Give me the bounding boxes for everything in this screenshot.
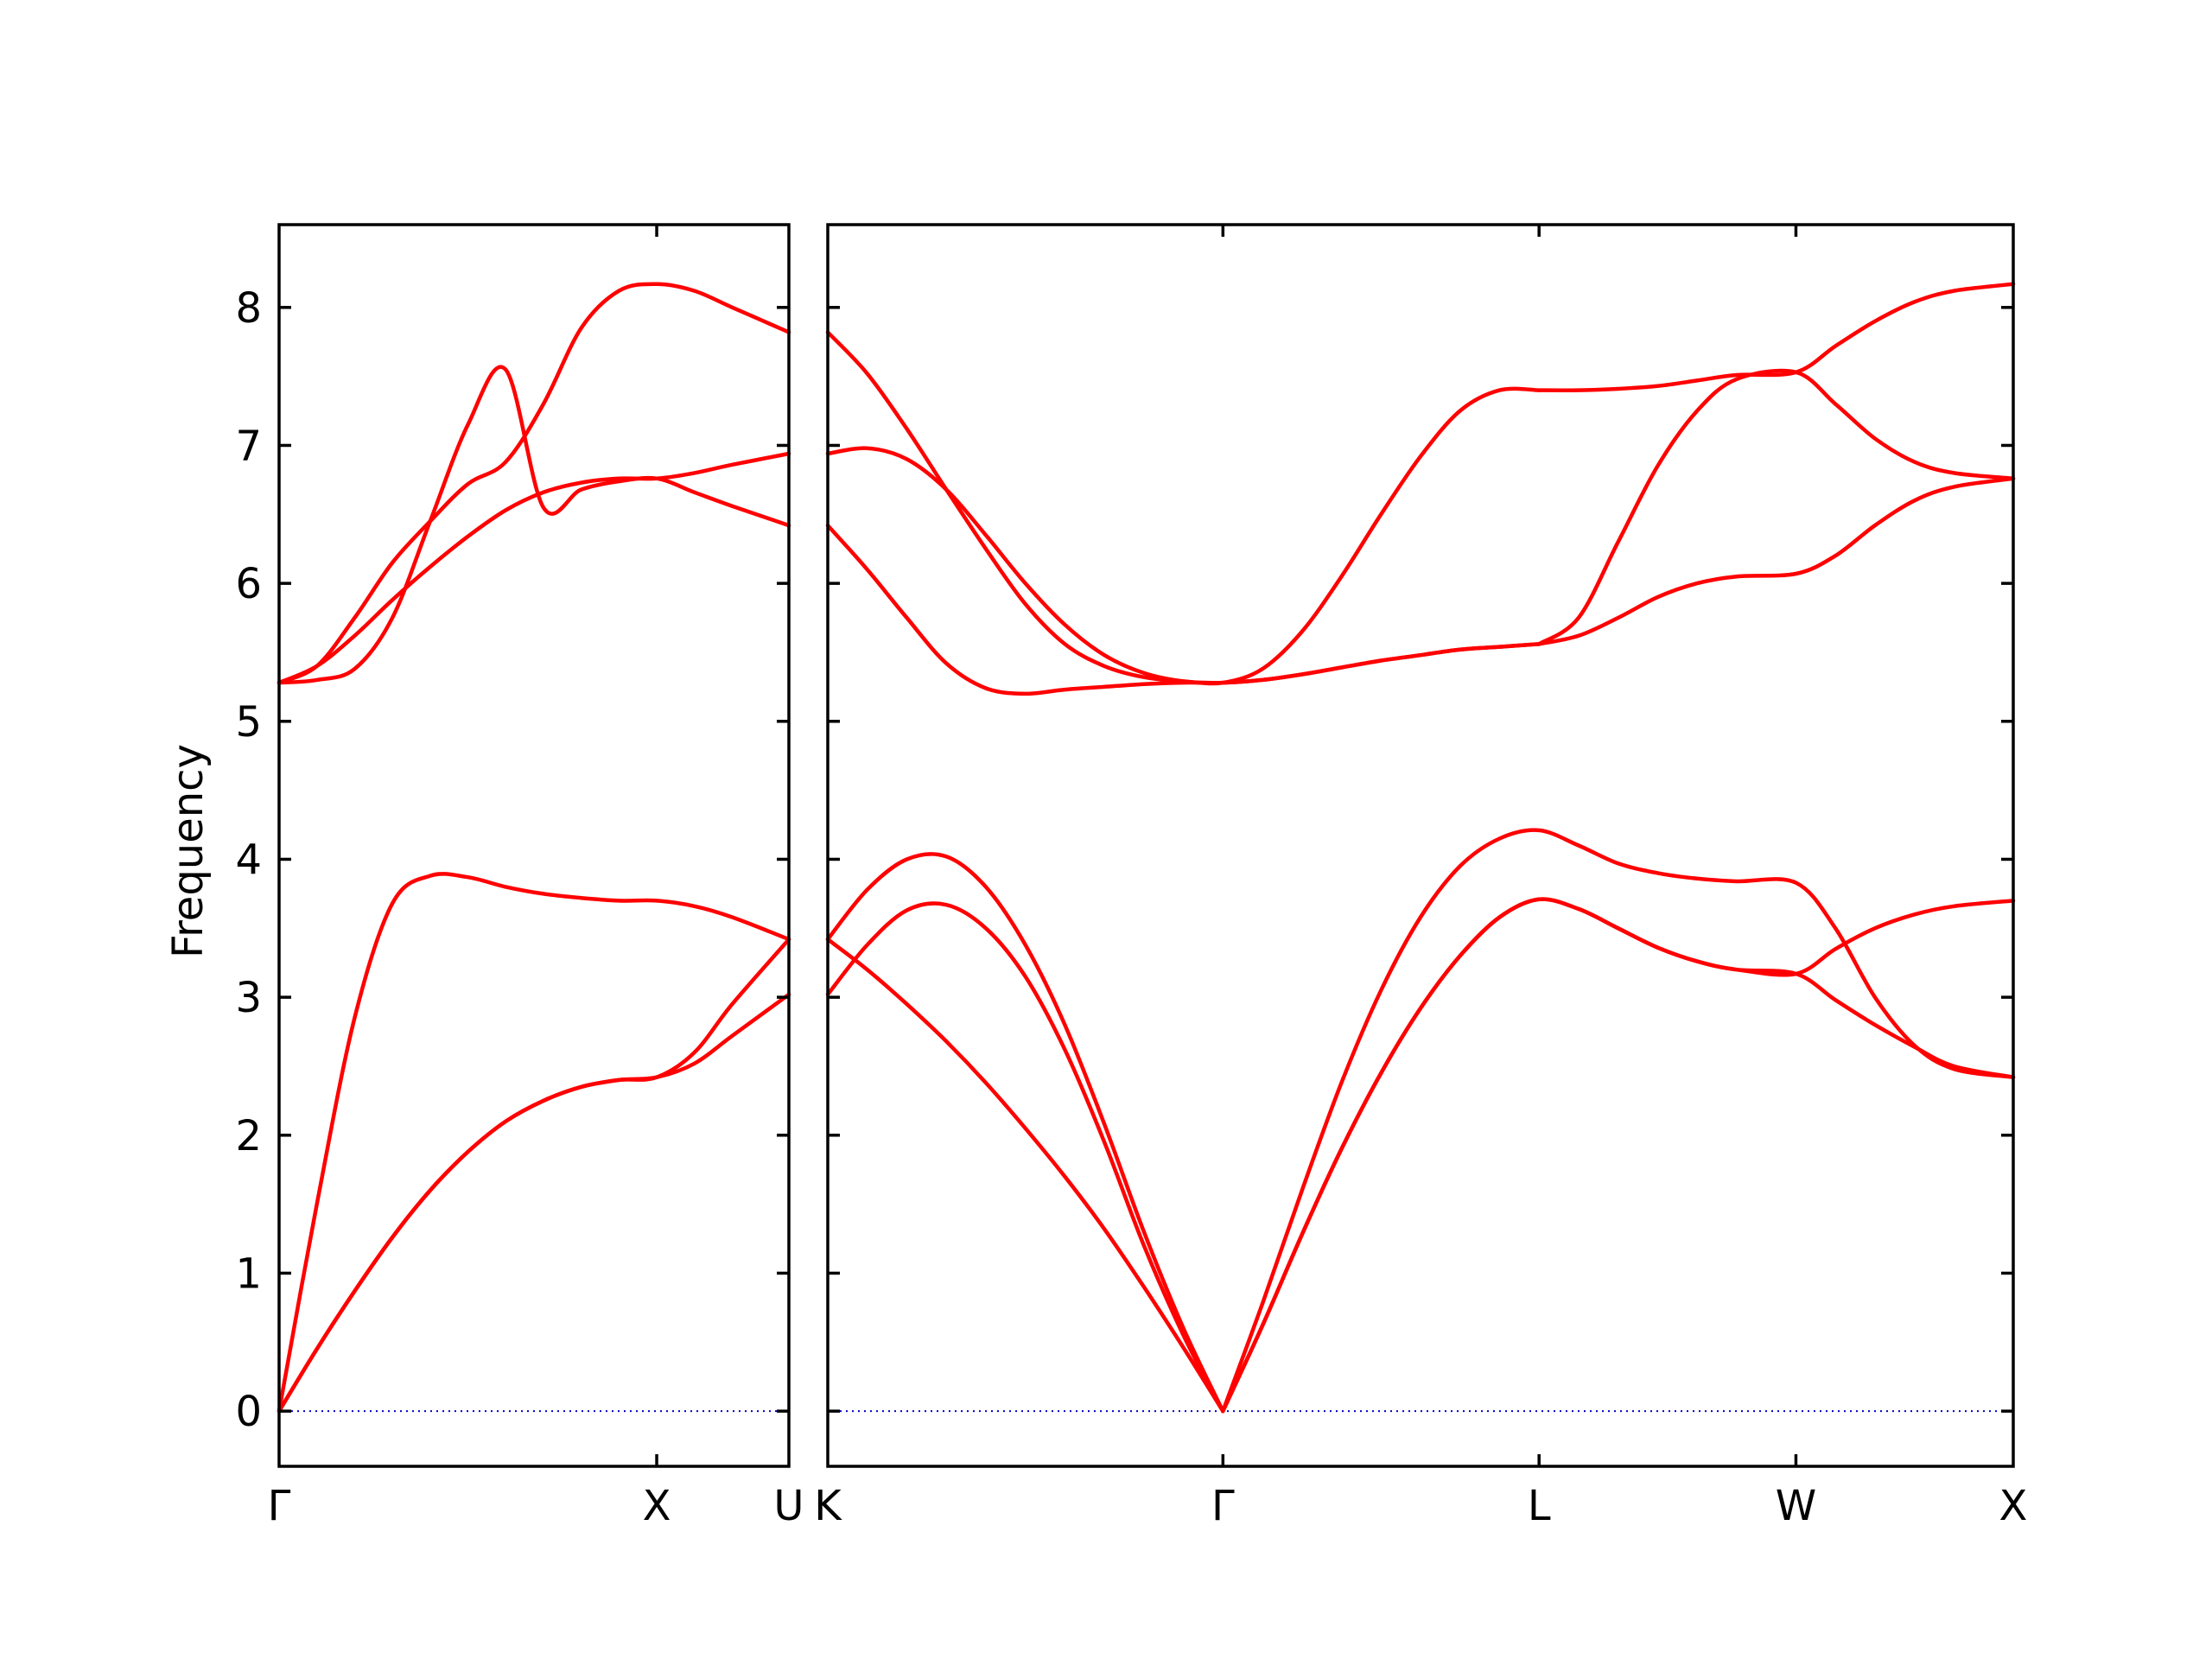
y-axis-label: Frequency [164, 744, 213, 958]
x-tick-label: L [1528, 1482, 1551, 1530]
band-line-right-11 [1536, 368, 2016, 646]
x-tick-label: Γ [268, 1482, 291, 1530]
band-line-right-4 [1221, 897, 2016, 1414]
x-tick-label: Γ [1211, 1482, 1235, 1530]
panel-left: 0 1 2 3 4 5 6 7 8 Γ X U [235, 223, 804, 1530]
band-line-left-5 [276, 365, 791, 685]
band-line-right-10 [1536, 476, 2016, 646]
chart-panels: 0 1 2 3 4 5 6 7 8 Γ X U K Γ L W X [235, 223, 2028, 1530]
y-tick-label: 4 [235, 836, 262, 884]
y-tick-label: 1 [235, 1249, 262, 1298]
x-tick-label: W [1776, 1482, 1816, 1530]
band-line-right-8 [825, 446, 1541, 685]
y-tick-label: 2 [235, 1112, 262, 1160]
band-line-right-7 [825, 523, 1541, 696]
x-tick-label: X [643, 1482, 671, 1530]
y-tick-label: 5 [235, 698, 262, 747]
y-tick-label: 3 [235, 974, 262, 1022]
band-line-left-6 [276, 451, 791, 685]
band-line-right-12 [1536, 282, 2016, 392]
panel-frame [826, 223, 2015, 1468]
band-line-right-5 [1221, 897, 2016, 1414]
x-tick-label: K [814, 1482, 842, 1530]
band-line-right-9 [825, 330, 1541, 686]
band-line-right-2 [825, 901, 1225, 1414]
x-tick-label: X [1999, 1482, 2028, 1530]
y-tick-label: 7 [235, 422, 262, 470]
x-tick-label: U [773, 1482, 804, 1530]
y-tick-label: 6 [235, 560, 262, 608]
band-line-right-3 [825, 852, 1225, 1414]
band-line-left-2 [276, 992, 791, 1414]
band-line-left-3 [276, 872, 791, 1414]
band-line-right-6 [1221, 828, 2016, 1414]
y-tick-label: 8 [235, 284, 262, 333]
band-line-right-1 [825, 937, 1225, 1414]
y-tick-label: 0 [235, 1388, 262, 1436]
panel-frame [277, 223, 791, 1468]
